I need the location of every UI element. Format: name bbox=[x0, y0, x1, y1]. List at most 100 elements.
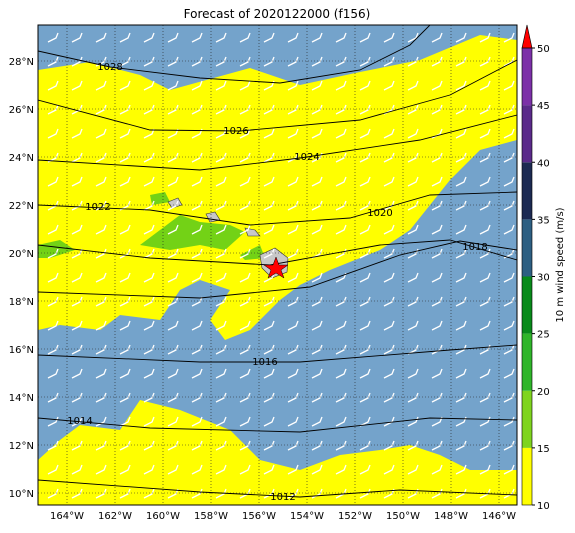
wind-barb bbox=[71, 248, 83, 259]
lon-label: 156°W bbox=[242, 511, 276, 522]
wind-barb bbox=[215, 272, 227, 283]
wind-barb bbox=[359, 488, 371, 499]
wind-barb bbox=[215, 344, 227, 355]
wind-barb bbox=[119, 80, 131, 91]
colorbar-tick-label: 20 bbox=[537, 387, 550, 398]
wind-barb bbox=[311, 56, 323, 67]
wind-barb bbox=[119, 296, 131, 307]
wind-barb bbox=[119, 224, 131, 235]
isobar bbox=[38, 239, 517, 266]
colorbar-extend bbox=[521, 24, 533, 49]
wind-barb bbox=[95, 32, 107, 43]
wind-barb bbox=[143, 320, 155, 331]
isobar-label: 1012 bbox=[270, 492, 295, 503]
wind-barb bbox=[455, 272, 467, 283]
wind-barb bbox=[71, 464, 83, 475]
lat-label: 12°N bbox=[9, 441, 34, 452]
wind-barb bbox=[335, 392, 347, 403]
wind-barb bbox=[431, 224, 443, 235]
wind-barb bbox=[287, 464, 299, 475]
lat-label: 18°N bbox=[9, 297, 34, 308]
wind-barb bbox=[215, 392, 227, 403]
wind-barb bbox=[335, 128, 347, 139]
wind-barb bbox=[503, 152, 515, 163]
isobar-label: 1022 bbox=[85, 202, 110, 213]
wind-barb bbox=[71, 80, 83, 91]
wind-barb bbox=[143, 344, 155, 355]
wind-barb bbox=[167, 416, 179, 427]
colorbar-label: 10 m wind speed (m/s) bbox=[555, 207, 566, 322]
wind-barb bbox=[383, 464, 395, 475]
wind-barb bbox=[287, 440, 299, 451]
wind-barb bbox=[119, 440, 131, 451]
wind-barb bbox=[191, 488, 203, 499]
wind-barb bbox=[311, 176, 323, 187]
wind-barb bbox=[95, 488, 107, 499]
wind-barb bbox=[335, 56, 347, 67]
wind-barb bbox=[71, 32, 83, 43]
wind-barb bbox=[143, 104, 155, 115]
wind-barb bbox=[407, 80, 419, 91]
wind-barb bbox=[383, 440, 395, 451]
wind-barb bbox=[239, 200, 251, 211]
lon-label: 164°W bbox=[50, 511, 84, 522]
wind-barb bbox=[263, 464, 275, 475]
wind-barb bbox=[191, 80, 203, 91]
wind-barb bbox=[215, 152, 227, 163]
wind-barb bbox=[239, 248, 251, 259]
colorbar-segment bbox=[522, 276, 532, 334]
wind-barb bbox=[359, 344, 371, 355]
wind-barb bbox=[191, 296, 203, 307]
wind-barb bbox=[167, 344, 179, 355]
wind-barb bbox=[407, 296, 419, 307]
wind-barb bbox=[71, 440, 83, 451]
wind-barb bbox=[191, 368, 203, 379]
wind-barb bbox=[215, 32, 227, 43]
wind-barb bbox=[215, 416, 227, 427]
lon-label: 150°W bbox=[386, 511, 420, 522]
wind-barb bbox=[287, 224, 299, 235]
wind-barb bbox=[167, 56, 179, 67]
wind-barb bbox=[287, 320, 299, 331]
isobar bbox=[38, 344, 517, 363]
wind-barb bbox=[263, 200, 275, 211]
isobar-label: 1014 bbox=[67, 416, 92, 427]
wind-barb bbox=[479, 416, 491, 427]
wind-barb bbox=[263, 128, 275, 139]
wind-barb bbox=[191, 56, 203, 67]
wind-barb bbox=[215, 488, 227, 499]
wind-barb bbox=[431, 152, 443, 163]
wind-barb bbox=[407, 320, 419, 331]
wind-barb bbox=[359, 296, 371, 307]
wind-barb bbox=[47, 248, 59, 259]
wind-barb bbox=[95, 104, 107, 115]
isobar-label: 1016 bbox=[252, 357, 277, 368]
wind-barb bbox=[335, 176, 347, 187]
colorbar-tick-label: 50 bbox=[537, 44, 550, 55]
wind-barb bbox=[503, 296, 515, 307]
wind-barb bbox=[95, 368, 107, 379]
lat-label: 20°N bbox=[9, 249, 34, 260]
colorbar-segment bbox=[522, 447, 532, 505]
lon-label: 148°W bbox=[434, 511, 468, 522]
isobar bbox=[38, 59, 517, 132]
wind-barb bbox=[47, 344, 59, 355]
wind-barb bbox=[503, 392, 515, 403]
wind-barb bbox=[47, 56, 59, 67]
wind-barb bbox=[71, 320, 83, 331]
wind-barb bbox=[215, 440, 227, 451]
wind-barb bbox=[359, 224, 371, 235]
wind-barb bbox=[311, 464, 323, 475]
isobar-label: 1018 bbox=[462, 242, 487, 253]
wind-barb bbox=[311, 224, 323, 235]
wind-barb bbox=[407, 416, 419, 427]
lat-label: 10°N bbox=[9, 489, 34, 500]
isobar-label: 1024 bbox=[294, 152, 319, 163]
wind-barb bbox=[167, 296, 179, 307]
wind-barb bbox=[263, 248, 275, 259]
wind-barb bbox=[167, 320, 179, 331]
wind-barb bbox=[239, 152, 251, 163]
wind-barb bbox=[335, 344, 347, 355]
wind-barb bbox=[95, 344, 107, 355]
wind-barb bbox=[407, 272, 419, 283]
